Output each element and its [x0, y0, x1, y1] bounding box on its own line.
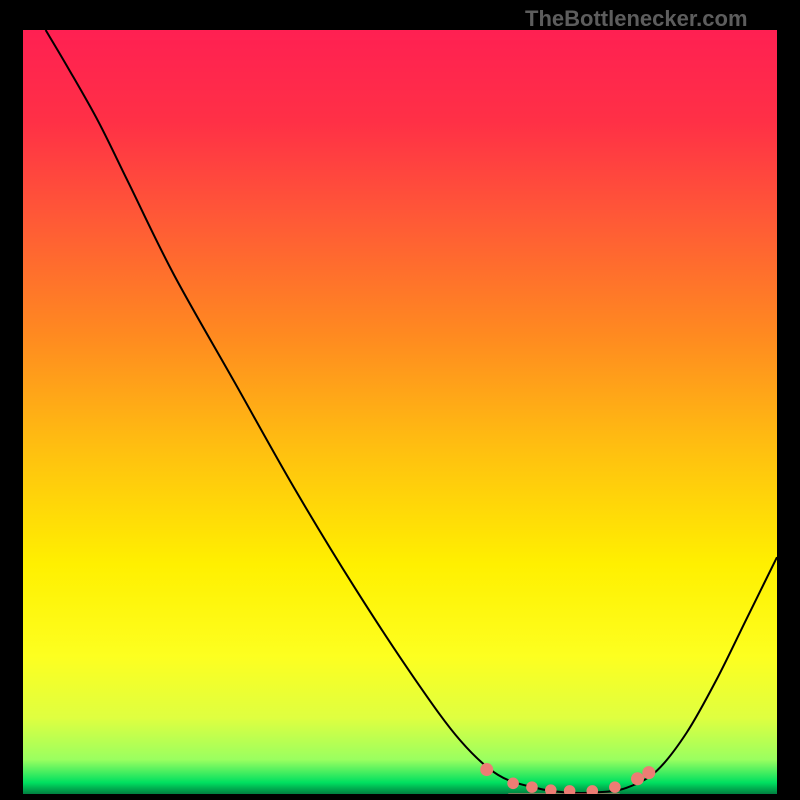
gradient-background — [23, 30, 777, 794]
marker-point — [609, 781, 621, 793]
chart-svg — [23, 30, 777, 794]
marker-point — [480, 763, 493, 776]
marker-point — [642, 766, 655, 779]
marker-point — [526, 781, 538, 793]
marker-point — [631, 772, 644, 785]
marker-point — [507, 778, 519, 790]
plot-area — [23, 30, 777, 794]
chart-container: TheBottlenecker.com — [0, 0, 800, 800]
watermark-text: TheBottlenecker.com — [525, 6, 748, 32]
